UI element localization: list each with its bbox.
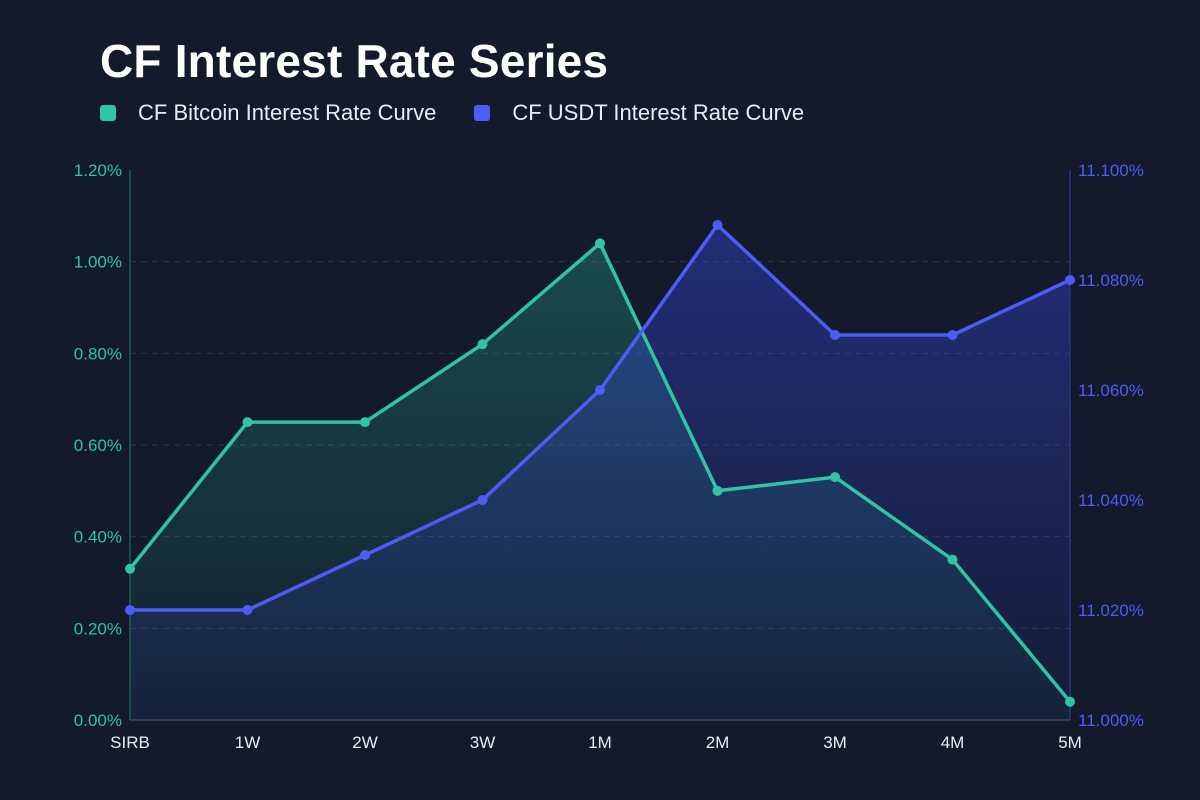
data-point-bitcoin[interactable] (360, 417, 370, 428)
data-point-bitcoin[interactable] (830, 472, 840, 483)
data-point-usdt[interactable] (947, 330, 958, 340)
legend: CF Bitcoin Interest Rate Curve CF USDT I… (100, 100, 842, 126)
series-area-usdt (130, 225, 1070, 720)
legend-item-usdt[interactable]: CF USDT Interest Rate Curve (474, 100, 804, 126)
legend-swatch-bitcoin (100, 105, 116, 121)
x-tick-label: 2M (706, 733, 730, 752)
y-left-tick-label: 0.80% (74, 344, 122, 363)
data-point-bitcoin[interactable] (477, 339, 488, 350)
y-left-tick-label: 1.20% (74, 161, 122, 180)
data-point-bitcoin[interactable] (595, 238, 605, 249)
x-tick-label: 1W (235, 733, 261, 752)
y-left-tick-label: 1.00% (74, 253, 122, 272)
data-point-usdt[interactable] (595, 385, 605, 395)
legend-item-bitcoin[interactable]: CF Bitcoin Interest Rate Curve (100, 100, 436, 126)
data-point-usdt[interactable] (477, 495, 488, 505)
chart-title: CF Interest Rate Series (100, 35, 609, 87)
data-point-usdt[interactable] (360, 550, 370, 560)
data-point-usdt[interactable] (242, 605, 253, 615)
y-left-tick-label: 0.60% (74, 436, 122, 455)
data-point-usdt[interactable] (712, 220, 723, 230)
data-point-usdt[interactable] (125, 605, 135, 615)
y-right-tick-label: 11.080% (1078, 271, 1144, 290)
y-left-tick-label: 0.00% (74, 711, 122, 730)
x-tick-label: 4M (941, 733, 965, 752)
x-tick-label: 1M (588, 733, 612, 752)
y-right-tick-label: 11.060% (1078, 381, 1144, 400)
x-tick-label: 3M (823, 733, 847, 752)
y-left-tick-label: 0.40% (74, 528, 122, 547)
x-tick-label: 2W (352, 733, 378, 752)
data-point-bitcoin[interactable] (1065, 696, 1075, 707)
x-tick-label: 5M (1058, 733, 1082, 752)
data-point-bitcoin[interactable] (125, 563, 135, 574)
data-point-usdt[interactable] (1065, 275, 1075, 285)
x-tick-label: SIRB (110, 733, 150, 752)
y-right-tick-label: 11.100% (1078, 161, 1144, 180)
y-right-tick-label: 11.020% (1078, 601, 1144, 620)
data-point-usdt[interactable] (830, 330, 840, 340)
x-tick-label: 3W (470, 733, 496, 752)
y-left-tick-label: 0.20% (74, 619, 122, 638)
data-point-bitcoin[interactable] (947, 554, 958, 565)
data-point-bitcoin[interactable] (712, 485, 723, 496)
data-point-bitcoin[interactable] (242, 417, 253, 428)
y-right-tick-label: 11.040% (1078, 491, 1144, 510)
y-right-tick-label: 11.000% (1078, 711, 1144, 730)
legend-label-bitcoin: CF Bitcoin Interest Rate Curve (138, 100, 437, 125)
legend-label-usdt: CF USDT Interest Rate Curve (512, 100, 805, 125)
legend-swatch-usdt (474, 105, 491, 121)
